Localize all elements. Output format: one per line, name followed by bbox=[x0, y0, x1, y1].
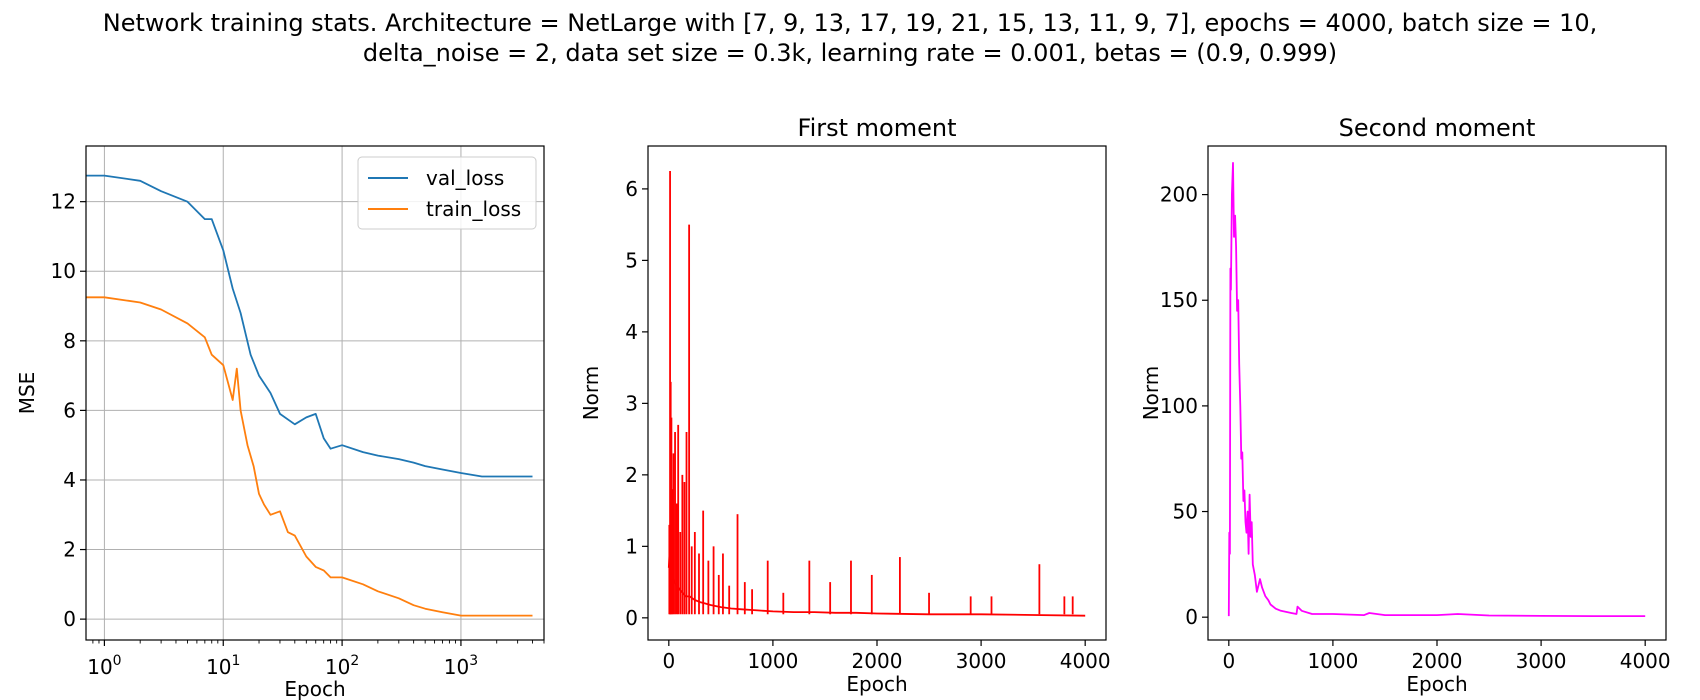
y-tick-label: 0 bbox=[1185, 605, 1198, 629]
y-tick-label: 50 bbox=[1173, 500, 1198, 524]
y-tick-label: 200 bbox=[1160, 183, 1198, 207]
x-tick-label: 102 bbox=[325, 653, 359, 679]
y-tick-label: 4 bbox=[63, 468, 76, 492]
axes-frame bbox=[647, 145, 1107, 641]
x-tick-label: 1000 bbox=[747, 649, 798, 673]
x-tick-label: 2000 bbox=[1412, 649, 1463, 673]
y-tick-label: 6 bbox=[625, 177, 638, 201]
figure-title: Network training stats. Architecture = N… bbox=[0, 8, 1700, 68]
y-axis-label: Norm bbox=[579, 366, 603, 421]
x-tick-label-base: 10 bbox=[87, 655, 112, 679]
x-tick-label-base: 10 bbox=[206, 655, 231, 679]
x-tick-label: 0 bbox=[1222, 649, 1235, 673]
legend-box bbox=[357, 156, 537, 230]
figure-title-line-1: Network training stats. Architecture = N… bbox=[102, 9, 1598, 37]
series-line-val_loss bbox=[86, 174, 533, 478]
grid-lines bbox=[86, 146, 544, 640]
data-layer bbox=[667, 171, 1086, 617]
x-tick-label-base: 10 bbox=[325, 655, 350, 679]
data-layer bbox=[1227, 161, 1646, 617]
y-tick-label: 6 bbox=[63, 398, 76, 422]
x-tick-label: 0 bbox=[662, 649, 675, 673]
x-axis-label: Epoch bbox=[284, 677, 345, 700]
y-tick-label: 10 bbox=[51, 259, 76, 283]
x-axis-label: Epoch bbox=[1406, 672, 1467, 696]
y-tick-label: 0 bbox=[63, 607, 76, 631]
x-tick-label: 2000 bbox=[852, 649, 903, 673]
y-tick-label: 2 bbox=[63, 538, 76, 562]
series-line-train_loss bbox=[86, 296, 533, 617]
figure-title-line-2: delta_noise = 2, data set size = 0.3k, l… bbox=[362, 39, 1338, 67]
y-tick-label: 0 bbox=[625, 606, 638, 630]
y-axis-label: Norm bbox=[1139, 366, 1163, 421]
data-layer bbox=[86, 174, 533, 617]
x-tick-label-exponent: 3 bbox=[469, 653, 478, 669]
y-axis-label: MSE bbox=[15, 372, 39, 415]
y-tick-label: 4 bbox=[625, 320, 638, 344]
second-moment-panel: 0 1000 2000 3000 4000 0 50 100 150 200 Epoch Norm Se… bbox=[1139, 114, 1671, 696]
x-axis-label: Epoch bbox=[846, 672, 907, 696]
y-tick-label: 150 bbox=[1160, 288, 1198, 312]
x-tick-label-exponent: 2 bbox=[350, 653, 359, 669]
legend-label: train_loss bbox=[426, 197, 521, 221]
x-tick-label: 4000 bbox=[1620, 649, 1671, 673]
y-tick-label: 3 bbox=[625, 391, 638, 415]
y-tick-label: 2 bbox=[625, 463, 638, 487]
legend: val_loss train_loss bbox=[357, 156, 537, 230]
panel-title: First moment bbox=[798, 114, 957, 142]
legend-label: val_loss bbox=[426, 166, 504, 190]
first-moment-panel: 0 1000 2000 3000 4000 0 1 2 3 4 5 6 Epoch Norm First m… bbox=[579, 114, 1111, 696]
x-tick-label: 1000 bbox=[1307, 649, 1358, 673]
x-tick-label-exponent: 0 bbox=[113, 653, 122, 669]
x-tick-label: 4000 bbox=[1060, 649, 1111, 673]
series-line-series-0 bbox=[667, 545, 1086, 617]
axes-frame bbox=[85, 145, 545, 641]
x-tick-label: 101 bbox=[206, 653, 240, 679]
series-line-series-0 bbox=[1227, 161, 1646, 617]
x-tick-label: 3000 bbox=[956, 649, 1007, 673]
y-tick-label: 1 bbox=[625, 534, 638, 558]
y-tick-label: 100 bbox=[1160, 394, 1198, 418]
axes-frame bbox=[1207, 145, 1667, 641]
x-tick-label-exponent: 1 bbox=[232, 653, 241, 669]
x-tick-label-base: 10 bbox=[444, 655, 469, 679]
x-tick-label: 100 bbox=[87, 653, 121, 679]
x-tick-label: 103 bbox=[444, 653, 478, 679]
y-tick-label: 12 bbox=[51, 190, 76, 214]
panel-title: Second moment bbox=[1339, 114, 1536, 142]
y-tick-label: 5 bbox=[625, 248, 638, 272]
x-tick-label: 3000 bbox=[1516, 649, 1567, 673]
y-tick-label: 8 bbox=[63, 329, 76, 353]
loss-panel: 100 101 102 103024681012EpochMSEval_losstra… bbox=[15, 145, 545, 700]
